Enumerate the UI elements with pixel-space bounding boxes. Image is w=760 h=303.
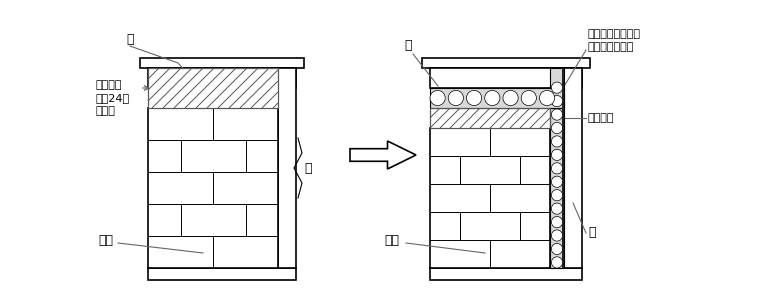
Bar — [564, 68, 582, 268]
Circle shape — [552, 230, 562, 241]
Bar — [148, 268, 296, 280]
Bar — [430, 108, 550, 128]
Text: 梁: 梁 — [404, 39, 412, 52]
Bar — [148, 68, 296, 88]
Bar — [140, 58, 304, 68]
Circle shape — [552, 109, 562, 120]
Polygon shape — [350, 141, 416, 169]
Circle shape — [552, 216, 562, 228]
Bar — [430, 108, 550, 128]
Circle shape — [430, 90, 445, 106]
Circle shape — [552, 82, 562, 93]
Circle shape — [552, 203, 562, 214]
Circle shape — [503, 90, 518, 106]
Bar — [430, 68, 582, 88]
Bar — [148, 68, 278, 108]
Bar — [550, 68, 564, 268]
Text: 斜砌顶紧: 斜砌顶紧 — [588, 113, 615, 123]
Text: 砌筑完后
停置24小
时以上: 砌筑完后 停置24小 时以上 — [96, 80, 130, 116]
Circle shape — [552, 95, 562, 107]
Bar — [148, 108, 278, 268]
Circle shape — [552, 257, 562, 268]
Bar — [430, 268, 582, 280]
Bar — [430, 88, 564, 108]
Circle shape — [448, 90, 464, 106]
Circle shape — [552, 243, 562, 255]
Circle shape — [552, 190, 562, 201]
Circle shape — [552, 122, 562, 134]
Circle shape — [485, 90, 500, 106]
Circle shape — [552, 163, 562, 174]
Circle shape — [540, 90, 555, 106]
Text: 柱: 柱 — [304, 161, 312, 175]
Circle shape — [552, 176, 562, 187]
Bar — [430, 128, 550, 268]
Circle shape — [467, 90, 482, 106]
Bar — [278, 68, 296, 268]
Circle shape — [552, 136, 562, 147]
Bar — [562, 68, 564, 268]
Text: 柱: 柱 — [588, 227, 596, 239]
Text: 砌体: 砌体 — [385, 234, 400, 247]
Bar — [148, 68, 278, 108]
Text: 砌体与钢筋混凝土
交接面铺钢丝网: 砌体与钢筋混凝土 交接面铺钢丝网 — [588, 29, 641, 52]
Circle shape — [521, 90, 537, 106]
Text: 砌体: 砌体 — [99, 234, 113, 247]
Circle shape — [552, 149, 562, 161]
Text: 梁: 梁 — [126, 33, 134, 46]
Bar — [422, 58, 590, 68]
